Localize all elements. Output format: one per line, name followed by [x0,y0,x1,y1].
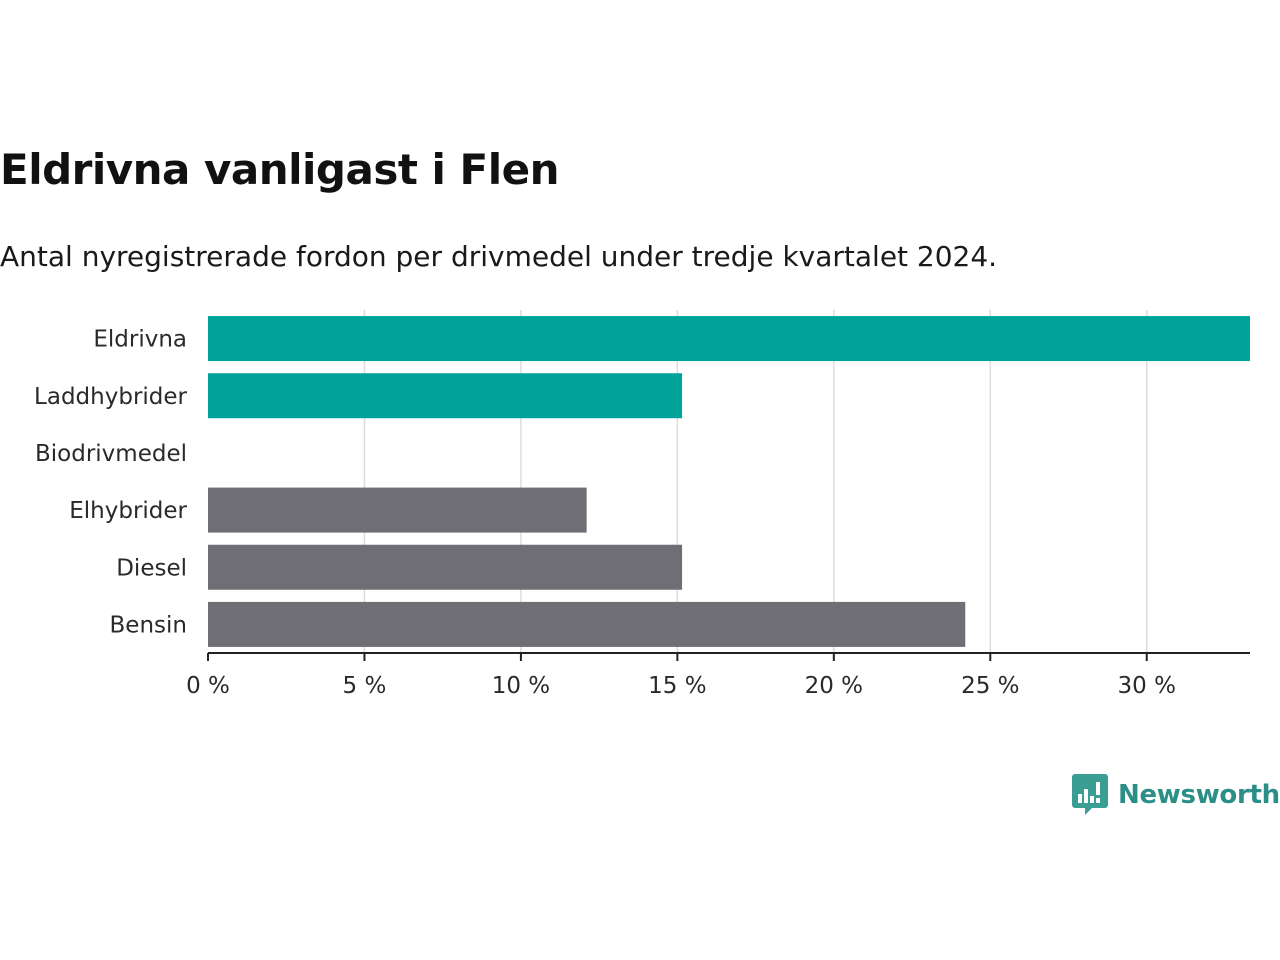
bar-diesel [208,544,683,590]
bar-elhybrider [208,487,587,533]
bar-bensin [208,601,966,647]
x-tick-label: 0 % [186,673,230,699]
x-tick-label: 15 % [648,673,706,699]
bars [208,316,1250,647]
chart-subtitle: Antal nyregistrerade fordon per drivmede… [0,240,998,273]
x-tick-label: 30 % [1118,673,1176,699]
category-label: Eldrivna [93,327,187,353]
brand-name: Newsworthy [1118,780,1280,810]
category-label: Elhybrider [69,498,187,524]
grid-lines [363,310,1148,653]
category-label: Diesel [116,555,187,581]
bar-eldrivna [208,316,1250,362]
x-tick-label: 10 % [492,673,550,699]
category-labels: Eldrivna Laddhybrider Biodrivmedel Elhybrid… [34,327,187,639]
category-label: Biodrivmedel [35,441,187,467]
bar-chart: Eldrivna Laddhybrider Biodrivmedel Elhybrid… [34,310,1250,699]
brand-logo: Newsworthy [1072,774,1280,816]
chart-title: Eldrivna vanligast i Flen [0,145,560,194]
category-label: Bensin [110,612,187,638]
x-tick-label: 5 % [343,673,387,699]
bar-laddhybrider [208,373,683,419]
x-tick-label: 25 % [961,673,1019,699]
x-axis: 0 % 5 % 10 % 15 % 20 % 25 % 30 % [186,652,1250,699]
x-tick-label: 20 % [805,673,863,699]
category-label: Laddhybrider [34,384,187,410]
newsworthy-logo-icon [1072,774,1108,815]
